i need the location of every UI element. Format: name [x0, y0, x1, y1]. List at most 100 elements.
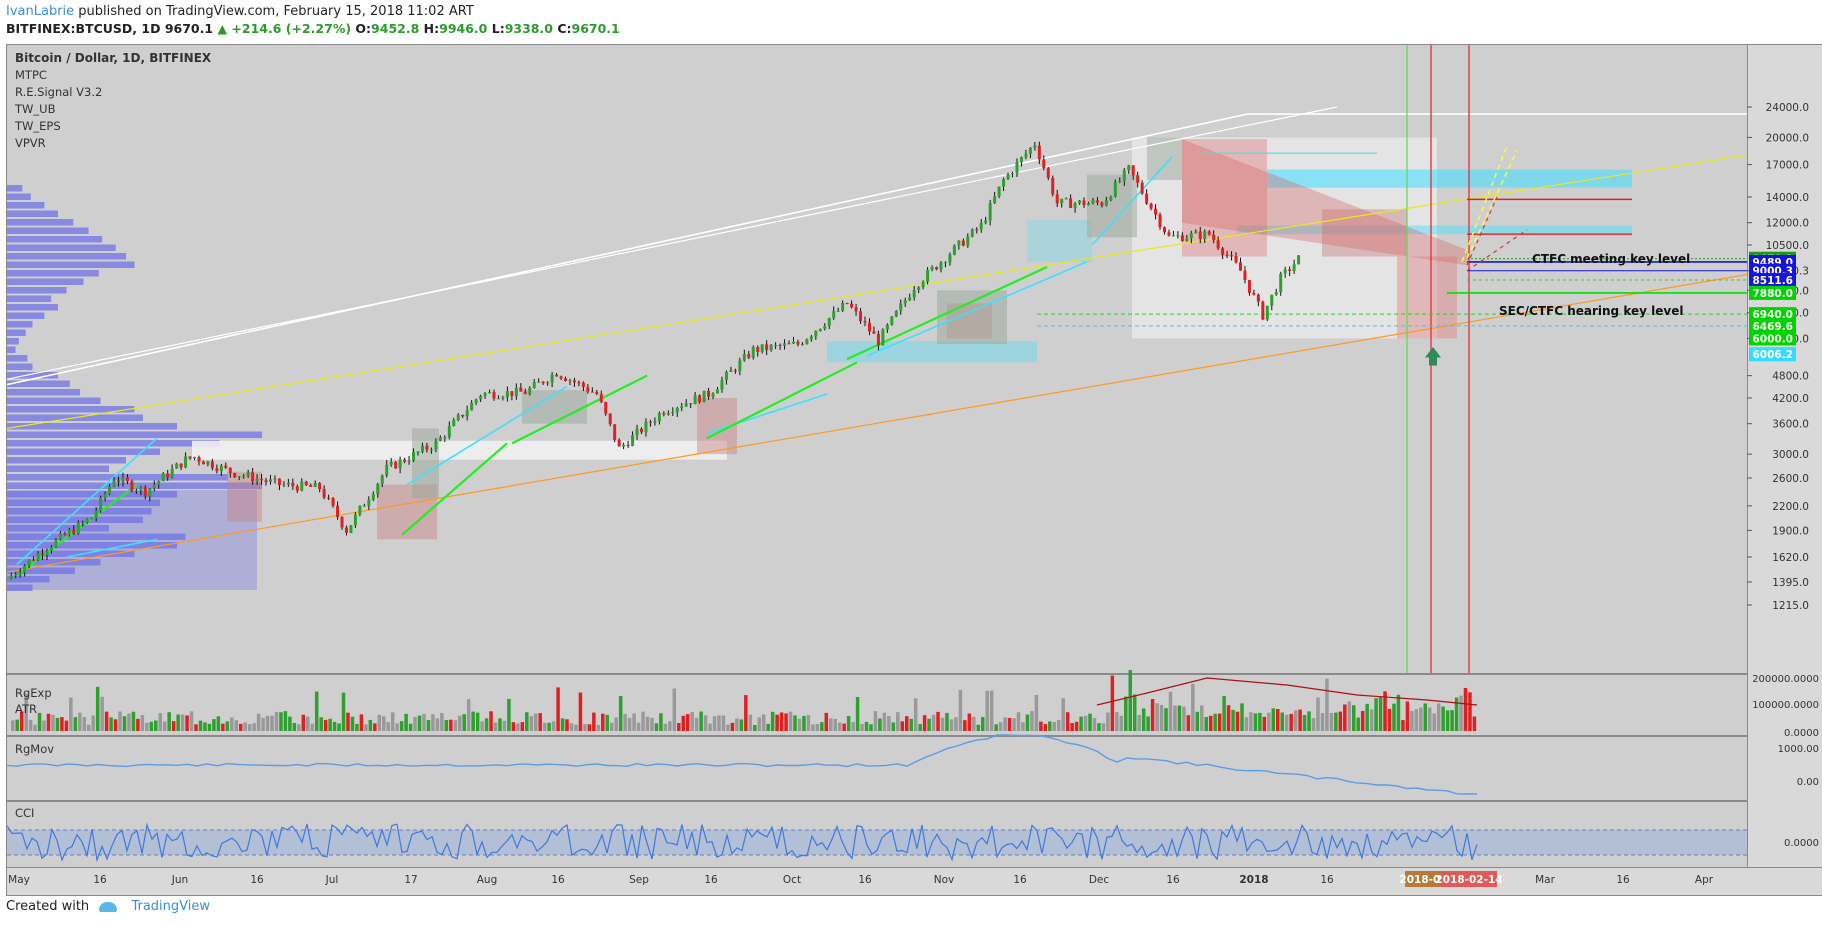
volume-bar	[900, 721, 905, 731]
indicator-mtpc[interactable]: MTPC	[15, 68, 47, 82]
volume-bar	[341, 692, 346, 731]
candle-body	[1185, 238, 1189, 242]
candle-body	[193, 457, 197, 459]
candle-body	[166, 473, 170, 478]
candle-body	[1127, 165, 1131, 171]
volume-bar	[784, 713, 788, 731]
volume-bar	[431, 714, 435, 731]
volume-bar	[654, 723, 659, 731]
author-link[interactable]: IvanLabrie	[6, 4, 75, 19]
candle-body	[617, 439, 621, 447]
atr-title: ATR	[15, 702, 37, 716]
candle-body	[188, 456, 192, 459]
volume-bar	[162, 721, 167, 731]
volume-bar	[699, 711, 703, 731]
volume-bar	[1056, 719, 1061, 731]
candle-body	[912, 289, 916, 298]
volume-bar	[234, 720, 238, 731]
volume-bar	[1378, 696, 1383, 731]
volume-bar	[203, 722, 207, 731]
y-tick-label: 4800.0	[1772, 371, 1809, 383]
volume-profile-value-area	[7, 490, 257, 590]
volume-bar	[945, 712, 949, 731]
candle-body	[233, 473, 237, 478]
price-label-box	[1749, 331, 1796, 346]
candle-body	[720, 380, 724, 390]
volume-bar	[332, 721, 337, 731]
volume-profile-bar	[7, 542, 177, 549]
volume-profile-bar	[7, 312, 45, 319]
volume-profile-bar	[7, 499, 160, 506]
x-tick-label: 2018	[1239, 874, 1268, 886]
price-axis[interactable]	[1748, 45, 1822, 867]
y-tick-label: 20000.0	[1766, 132, 1809, 144]
y-tick-label: 24000.0	[1766, 102, 1809, 114]
low-label: L:	[491, 21, 505, 36]
volume-bar	[484, 718, 489, 731]
candle-body	[412, 451, 416, 461]
sub-panels: 200000.0000100000.00000.00001000.000.000…	[7, 670, 1819, 863]
indicator-tw-ub[interactable]: TW_UB	[14, 102, 56, 116]
green-arrow	[706, 361, 858, 440]
candle-body	[1256, 294, 1260, 302]
cyan-arrow	[406, 385, 568, 486]
candle-body	[465, 410, 469, 417]
candle-body	[908, 297, 912, 301]
volume-bar	[757, 717, 761, 731]
x-tick-label: 16	[551, 874, 565, 886]
volume-bar	[860, 723, 864, 731]
volume-bar	[668, 721, 672, 731]
candle-body	[420, 445, 424, 452]
atr-line	[1096, 677, 1478, 706]
volume-bar	[283, 711, 288, 731]
volume-bar	[1070, 723, 1074, 731]
candle-body	[72, 529, 76, 534]
volume-bar	[359, 714, 364, 731]
volume-bar	[1329, 712, 1334, 731]
volume-bar	[435, 718, 440, 731]
volume-bar	[985, 690, 989, 731]
supply-zone	[1267, 169, 1632, 188]
tradingview-link[interactable]: TradingView	[131, 899, 210, 914]
volume-bar	[493, 722, 498, 731]
volume-bar	[547, 722, 551, 731]
candle-body	[827, 318, 831, 326]
chart-area[interactable]: 24000.0 20000.0 17000.0 14000.0 12000.0 10500…	[6, 44, 1822, 896]
volume-bar	[1132, 694, 1137, 731]
volume-bar	[1231, 709, 1235, 731]
symbol: BITFINEX:BTCUSD, 1D	[6, 21, 161, 36]
volume-profile-bar	[7, 406, 135, 413]
volume-bar	[1338, 711, 1343, 731]
volume-bar	[694, 717, 699, 731]
volume-bar	[878, 718, 882, 731]
candle-body	[564, 378, 568, 381]
candle-body	[738, 360, 742, 372]
candle-body	[286, 482, 290, 485]
candle-body	[711, 393, 715, 397]
chart-svg[interactable]: 24000.0 20000.0 17000.0 14000.0 12000.0 10500…	[7, 45, 1822, 895]
candle-body	[1162, 227, 1166, 233]
candle-body	[586, 387, 590, 392]
indicator-resignal[interactable]: R.E.Signal V3.2	[15, 85, 102, 99]
indicator-vpvr[interactable]: VPVR	[15, 136, 46, 150]
high-label: H:	[423, 21, 440, 36]
candle-body	[1060, 198, 1064, 204]
main-pane[interactable]	[7, 45, 1747, 673]
candle-body	[36, 553, 40, 561]
volume-bar	[1414, 709, 1419, 731]
time-axis[interactable]	[7, 868, 1822, 895]
volume-bar	[426, 720, 431, 731]
x-tick-label: Mar	[1535, 874, 1555, 886]
volume-bar	[565, 719, 569, 731]
volume-bar	[42, 720, 46, 731]
indicator-tw-eps[interactable]: TW_EPS	[14, 119, 61, 133]
candle-body	[179, 463, 183, 468]
volume-bar	[681, 715, 685, 731]
volume-bar	[386, 722, 390, 731]
candle-body	[242, 475, 246, 477]
volume-bar	[1217, 713, 1222, 731]
candle-body	[1180, 235, 1184, 242]
candle-body	[260, 478, 264, 481]
candle-body	[555, 374, 559, 377]
volume-bar	[627, 717, 632, 731]
